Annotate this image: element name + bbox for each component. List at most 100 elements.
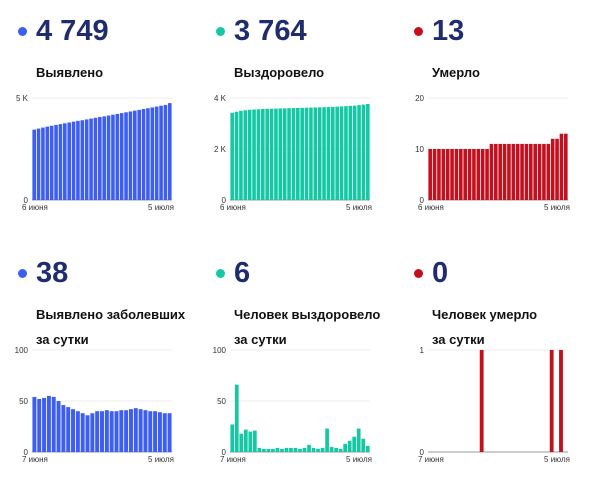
bar [32, 129, 36, 200]
bar [331, 106, 335, 200]
x-start-label: 7 июня [418, 455, 444, 464]
bar [109, 411, 114, 452]
bar [49, 125, 54, 200]
y-tick-label: 1 [420, 346, 425, 355]
bar [467, 149, 472, 200]
bar [36, 128, 41, 200]
bar [502, 143, 507, 200]
bar [114, 411, 119, 452]
bar [275, 447, 280, 452]
bar [348, 105, 353, 200]
bar [63, 123, 67, 200]
bar [102, 116, 106, 200]
y-tick-label: 100 [15, 346, 29, 355]
bar [124, 410, 129, 452]
stat-value: 38 [36, 257, 69, 289]
bar [90, 413, 95, 452]
bar [507, 143, 511, 200]
stat-value: 6 [234, 257, 251, 289]
bar [257, 447, 262, 452]
chart-died-daily: 0 1 7 июня 5 июля [418, 346, 570, 464]
bar [515, 143, 520, 200]
y-tick-label: 0 [420, 196, 425, 205]
bar [243, 429, 248, 452]
bar [445, 149, 450, 200]
bar [80, 413, 85, 452]
bar [559, 350, 563, 452]
bar [124, 112, 128, 200]
bar [32, 396, 37, 452]
bar [252, 109, 256, 200]
bar [98, 116, 102, 200]
chart-detected-total: 0 5 K 6 июня 5 июля [16, 94, 174, 212]
bar [106, 115, 111, 200]
y-tick-label: 2 K [214, 145, 227, 154]
bar [261, 108, 265, 200]
bar [157, 412, 162, 452]
bar [287, 108, 291, 200]
bar [138, 409, 143, 452]
bar [480, 149, 485, 200]
panel-detected-daily: 38 Выявлено заболевших за сутки 0 50 100 7 … [15, 250, 198, 470]
y-tick-label: 4 K [214, 94, 227, 103]
bar [428, 149, 432, 200]
bar [339, 106, 344, 200]
bar [463, 149, 467, 200]
chart-detected-daily: 0 50 100 7 июня 5 июля [15, 346, 174, 464]
bar [46, 395, 51, 452]
bar [366, 104, 370, 200]
bar [361, 438, 366, 452]
x-start-label: 7 июня [22, 455, 48, 464]
bar [265, 108, 269, 200]
bar [41, 127, 45, 200]
bar [128, 111, 133, 200]
y-tick-label: 5 K [16, 94, 29, 103]
y-tick-label: 0 [420, 448, 425, 457]
bar [247, 109, 252, 200]
bar [95, 411, 100, 452]
panel-died-daily: 0 Человек умерло за сутки 0 1 7 июня 5 июля [414, 250, 593, 470]
bar [42, 397, 47, 452]
bar [163, 104, 168, 200]
bar [230, 112, 234, 200]
bar [316, 448, 320, 452]
bar [298, 448, 302, 452]
bar [80, 120, 85, 200]
bar [85, 415, 90, 452]
bar [262, 448, 266, 452]
bar [555, 138, 559, 200]
bar [274, 108, 278, 200]
bar [326, 107, 331, 200]
x-end-label: 5 июля [544, 203, 570, 212]
bar [450, 149, 454, 200]
caption-line: Человек умерло [432, 307, 538, 322]
bar [104, 410, 109, 452]
bar [550, 138, 555, 200]
bar [352, 436, 357, 452]
bar [162, 413, 167, 452]
bar [271, 448, 275, 452]
bar [76, 120, 80, 200]
bar [56, 401, 61, 452]
bar [143, 410, 148, 452]
y-tick-label: 0 [222, 448, 227, 457]
bar [479, 350, 484, 452]
x-end-label: 5 июля [148, 455, 174, 464]
bar [520, 143, 524, 200]
bar [459, 149, 463, 200]
bar [37, 398, 42, 452]
stat-value: 4 749 [36, 15, 109, 47]
bar [472, 149, 476, 200]
bar [75, 411, 80, 452]
caption-line: Выявлено [36, 65, 104, 80]
red-dot-icon [414, 269, 423, 278]
stat-caption: Выздоровело [234, 60, 324, 85]
panel-died-total: 13 Умерло 0 10 20 6 июня 5 июля [414, 8, 593, 228]
bar [357, 105, 361, 200]
bar [278, 108, 283, 200]
bar [361, 104, 366, 200]
y-tick-label: 50 [19, 397, 28, 406]
bar [311, 447, 316, 452]
bar [119, 410, 124, 452]
y-tick-label: 0 [222, 196, 227, 205]
